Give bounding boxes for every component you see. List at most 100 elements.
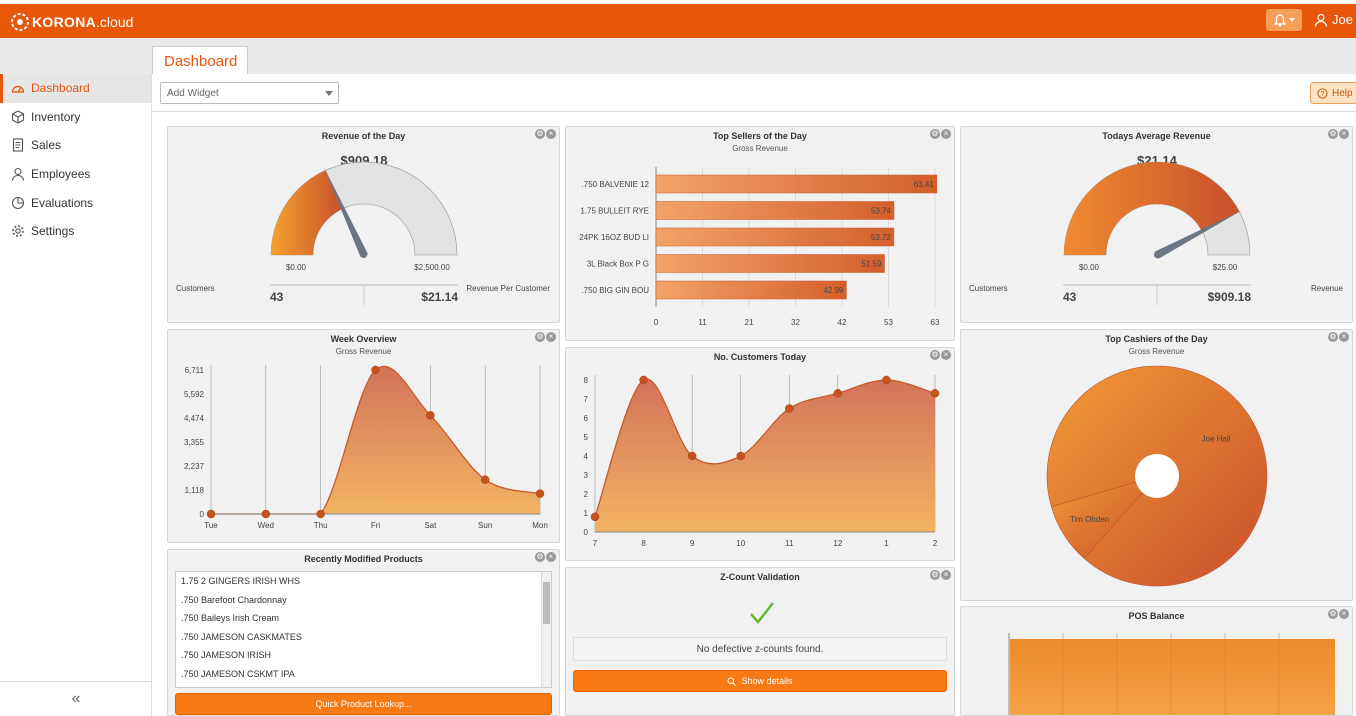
widget-controls: ⚙ × xyxy=(535,552,556,562)
sidebar-item-dashboard[interactable]: Dashboard xyxy=(0,74,151,103)
x-tick-label: 53 xyxy=(884,318,893,327)
list-item[interactable]: .750 JAMESON IRISH xyxy=(181,650,272,661)
data-point[interactable] xyxy=(426,411,435,420)
data-point[interactable] xyxy=(371,365,380,375)
close-icon[interactable]: × xyxy=(546,552,556,562)
sidebar-item-label: Dashboard xyxy=(31,81,90,96)
widget-title: Z-Count Validation xyxy=(720,572,800,582)
bar[interactable] xyxy=(655,254,885,273)
data-point[interactable] xyxy=(480,475,490,484)
close-icon[interactable]: × xyxy=(1339,129,1349,139)
list-item[interactable]: .750 JAMESON CASKMATES xyxy=(181,631,302,642)
user-menu[interactable]: Joe xyxy=(1314,12,1353,27)
close-icon[interactable]: × xyxy=(546,332,556,342)
data-point[interactable] xyxy=(639,375,648,385)
widget-controls: ⚙ × xyxy=(930,350,951,360)
data-point[interactable] xyxy=(687,451,697,461)
scrollbar-thumb[interactable] xyxy=(543,582,550,624)
bar[interactable] xyxy=(655,174,938,194)
data-point[interactable] xyxy=(882,375,891,385)
x-tick-label: 8 xyxy=(641,539,646,548)
notifications-button[interactable] xyxy=(1266,9,1302,31)
help-label: Help xyxy=(1332,87,1353,99)
x-tick-label: 12 xyxy=(833,539,842,548)
sidebar-item-settings[interactable]: Settings xyxy=(0,217,151,246)
settings-icon[interactable]: ⚙ xyxy=(1328,609,1338,619)
list-item[interactable]: 1.75 2 GINGERS IRISH WHS xyxy=(181,576,301,586)
korona-logo-icon xyxy=(11,13,29,31)
settings-icon[interactable]: ⚙ xyxy=(930,570,940,580)
bell-icon xyxy=(1273,13,1286,27)
list-item[interactable]: .750 JAMESON CSKMT IPA xyxy=(181,668,295,679)
data-point[interactable] xyxy=(590,512,600,522)
data-point[interactable] xyxy=(930,389,940,398)
y-tick-label: 7 xyxy=(584,395,589,404)
gauge-needle xyxy=(323,166,368,258)
gauge-max-label: $25.00 xyxy=(1213,263,1238,272)
pos-balance-chart xyxy=(1008,633,1335,715)
close-icon[interactable]: × xyxy=(941,129,951,139)
list-item[interactable]: .750 Barefoot Chardonnay xyxy=(181,594,287,605)
collapse-sidebar-button[interactable]: « xyxy=(0,681,152,716)
category-label: .750 BIG GIN BOU xyxy=(581,286,649,295)
close-icon[interactable]: × xyxy=(1339,609,1349,619)
settings-icon[interactable]: ⚙ xyxy=(930,350,940,360)
data-point[interactable] xyxy=(736,451,745,461)
x-tick-label: Sun xyxy=(478,521,492,530)
tab-dashboard[interactable]: Dashboard xyxy=(152,46,248,76)
data-point[interactable] xyxy=(535,489,545,498)
widget-subtitle: Gross Revenue xyxy=(335,347,392,356)
customers-label: Customers xyxy=(176,284,215,293)
sidebar-item-evaluations[interactable]: Evaluations xyxy=(0,188,151,217)
close-icon[interactable]: × xyxy=(1339,332,1349,342)
widget-customers-today: No. Customers Today ⚙ × 7 8 9 10 11 12 1 2 0 1 2 3 4 5… xyxy=(565,347,955,561)
x-tick-label: 2 xyxy=(933,539,938,548)
bar[interactable] xyxy=(655,280,847,300)
widget-recent-products: Recently Modified Products ⚙ × 1.75 2 GIN… xyxy=(167,549,560,716)
logo[interactable]: KORONA .cloud xyxy=(8,11,133,33)
y-tick-label: 6 xyxy=(584,414,589,423)
help-button[interactable]: ? Help xyxy=(1310,82,1356,104)
sidebar-item-sales[interactable]: Sales xyxy=(0,131,151,160)
close-icon[interactable]: × xyxy=(546,129,556,139)
x-tick-label: 11 xyxy=(785,539,794,548)
widget-top-cashiers: Top Cashiers of the Day Gross Revenue ⚙ ×… xyxy=(960,329,1353,601)
settings-icon[interactable]: ⚙ xyxy=(535,332,545,342)
sidebar-item-label: Sales xyxy=(31,138,62,153)
list-item[interactable]: .750 Baileys Irish Cream xyxy=(181,613,280,624)
bar[interactable] xyxy=(655,227,895,247)
settings-icon[interactable]: ⚙ xyxy=(535,129,545,139)
sidebar-item-inventory[interactable]: Inventory xyxy=(0,103,151,132)
data-point[interactable] xyxy=(833,389,843,398)
settings-icon[interactable]: ⚙ xyxy=(930,129,940,139)
data-point[interactable] xyxy=(316,509,325,519)
data-point[interactable] xyxy=(785,404,794,413)
quick-product-lookup-button[interactable]: Quick Product Lookup... xyxy=(175,693,552,715)
settings-icon[interactable]: ⚙ xyxy=(1328,332,1338,342)
widget-subtitle: Gross Revenue xyxy=(732,144,788,153)
widget-revenue-of-the-day: Revenue of the Day ⚙ × $909.18 $0.00 $2,5… xyxy=(167,126,560,323)
close-icon[interactable]: × xyxy=(941,570,951,580)
pie-slice[interactable] xyxy=(1050,475,1158,559)
category-label: 24PK 16OZ BUD LI xyxy=(579,233,649,242)
data-point[interactable] xyxy=(206,509,216,519)
sidebar-item-employees[interactable]: Employees xyxy=(0,160,151,189)
settings-icon[interactable]: ⚙ xyxy=(1328,129,1338,139)
show-details-button[interactable]: Show details xyxy=(573,670,947,692)
top-sellers-chart: 0 11 21 32 42 53 63 .750 BALVENIE 12 63.41 1.75 B… xyxy=(579,167,940,327)
bar[interactable] xyxy=(655,201,895,220)
tab-strip: Dashboard xyxy=(0,38,1356,76)
close-icon[interactable]: × xyxy=(941,350,951,360)
gauge-needle xyxy=(1154,209,1243,259)
scrollbar[interactable] xyxy=(541,572,551,687)
data-point[interactable] xyxy=(261,509,271,519)
add-widget-select[interactable]: Add Widget xyxy=(160,82,339,104)
widget-title: Top Cashiers of the Day xyxy=(1105,334,1208,344)
customers-label: Customers xyxy=(969,284,1008,293)
gear-icon xyxy=(12,225,24,238)
category-label: 3L Black Box P G xyxy=(587,260,649,269)
product-list[interactable]: 1.75 2 GINGERS IRISH WHS .750 Barefoot C… xyxy=(175,571,552,688)
widget-top-sellers: Top Sellers of the Day Gross Revenue ⚙ × … xyxy=(565,126,955,341)
settings-icon[interactable]: ⚙ xyxy=(535,552,545,562)
revenue-gauge: $909.18 $0.00 $2,500.00 Customers Revenu… xyxy=(176,153,550,305)
